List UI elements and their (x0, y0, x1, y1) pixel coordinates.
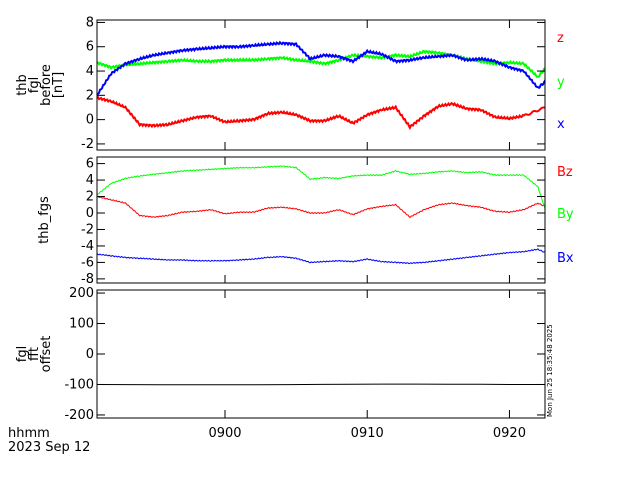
panel-frame (96, 156, 546, 284)
y-tick-label: -100 (64, 377, 94, 392)
legend-label-z: z (557, 31, 564, 46)
y-tick-label: 6 (86, 157, 94, 172)
x-tick-label: 0910 (351, 426, 384, 441)
y-axis-label-line: fft (27, 347, 42, 361)
y-tick-label: 100 (69, 317, 94, 332)
panel-frame (96, 19, 546, 151)
y-tick-label: -200 (64, 408, 94, 423)
x-tick-label: 0920 (493, 426, 526, 441)
series-line-bx (96, 248, 546, 265)
series-line-by (96, 165, 546, 210)
y-tick-label: -4 (81, 239, 94, 254)
panels-group: -202468thbfglbefore[nT]zyx-8-6-4-20246th… (15, 15, 574, 441)
y-tick-label: 8 (86, 15, 94, 30)
series-line-offset (96, 383, 545, 386)
y-tick-label: 4 (86, 64, 94, 79)
y-tick-label: 2 (86, 88, 94, 103)
series-line-z (96, 95, 545, 131)
y-tick-label: 0 (86, 113, 94, 128)
y-axis-label-line: [nT] (51, 72, 66, 98)
series-line-x (96, 40, 546, 96)
series-line-bz (96, 195, 546, 219)
y-axis-label-line: before (39, 64, 54, 106)
y-tick-label: 0 (86, 347, 94, 362)
y-axis-label-line: fgl (27, 77, 42, 93)
timestamp-label: Mon Jun 25 18:35:48 2025 (546, 324, 554, 417)
legend-label-x: x (557, 117, 565, 132)
legend-label-bx: Bx (557, 251, 574, 266)
date-label: 2023 Sep 12 (8, 440, 90, 455)
panel-frame (96, 289, 546, 419)
x-units-label: hhmm (8, 426, 50, 441)
y-tick-label: -2 (81, 222, 94, 237)
legend-label-bz: Bz (557, 165, 573, 180)
y-axis-label-line: fgl (15, 346, 30, 362)
legend-label-by: By (557, 207, 574, 222)
y-axis-label-line: thb (15, 74, 30, 96)
y-tick-label: 200 (69, 286, 94, 301)
y-tick-label: -8 (81, 272, 94, 287)
x-tick-label: 0900 (208, 426, 241, 441)
y-tick-label: 0 (86, 206, 94, 221)
y-tick-label: 4 (86, 173, 94, 188)
y-tick-label: 2 (86, 190, 94, 205)
y-tick-label: 6 (86, 40, 94, 55)
legend-label-y: y (557, 75, 565, 90)
y-axis-label-line: thb_fgs (37, 196, 52, 244)
y-tick-label: -6 (81, 255, 94, 270)
y-axis-label-line: offset (39, 336, 54, 373)
y-tick-label: -2 (81, 137, 94, 152)
panel-2: -8 -6-4 -202 46 thb_fgs Bz By Bx (37, 156, 574, 287)
